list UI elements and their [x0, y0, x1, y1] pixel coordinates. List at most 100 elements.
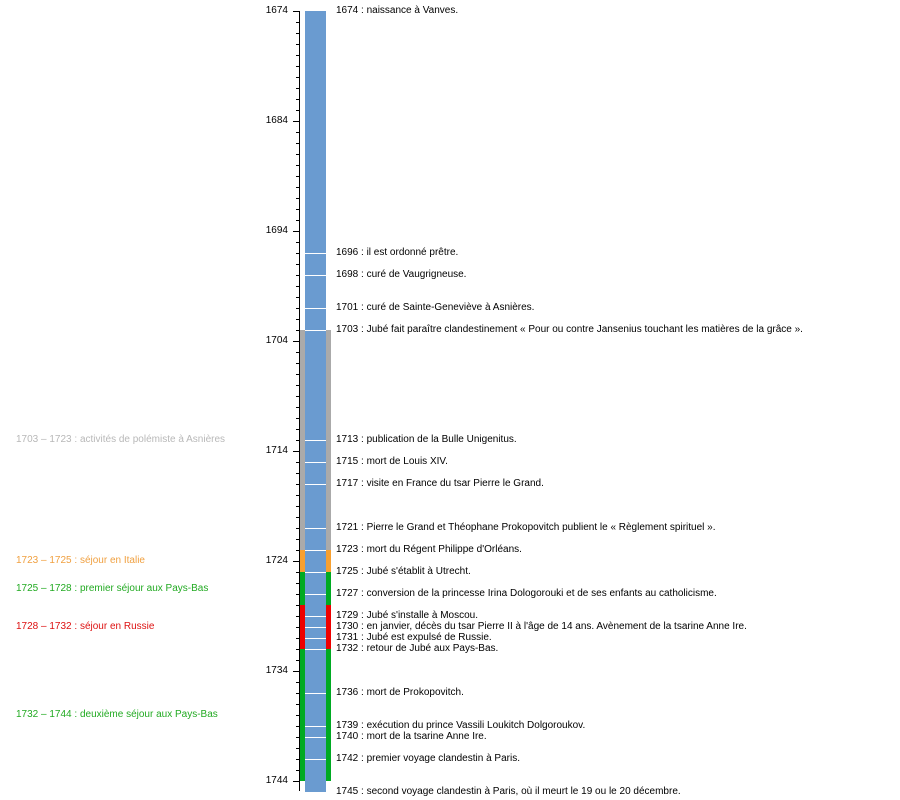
event-label: 1730 : en janvier, décès du tsar Pierre …	[336, 621, 747, 632]
minor-tick	[296, 660, 300, 661]
minor-tick	[296, 319, 300, 320]
event-label: 1674 : naissance à Vanves.	[336, 5, 459, 16]
event-marker	[305, 693, 326, 694]
event-marker	[305, 792, 326, 793]
event-label: 1736 : mort de Prokopovitch.	[336, 687, 464, 698]
event-marker	[305, 440, 326, 441]
minor-tick	[296, 110, 300, 111]
event-label: 1732 : retour de Jubé aux Pays-Bas.	[336, 643, 499, 654]
minor-tick	[296, 440, 300, 441]
minor-tick	[296, 187, 300, 188]
minor-tick	[296, 209, 300, 210]
minor-tick	[296, 627, 300, 628]
minor-tick	[296, 253, 300, 254]
event-label: 1723 : mort du Régent Philippe d'Orléans…	[336, 544, 522, 555]
minor-tick	[296, 693, 300, 694]
minor-tick	[296, 594, 300, 595]
minor-tick	[296, 275, 300, 276]
minor-tick	[296, 737, 300, 738]
minor-tick	[296, 484, 300, 485]
minor-tick	[296, 176, 300, 177]
event-label: 1721 : Pierre le Grand et Théophane Prok…	[336, 522, 716, 533]
minor-tick	[296, 297, 300, 298]
minor-tick	[296, 704, 300, 705]
axis-tick-label: 1714	[265, 445, 288, 456]
minor-tick	[296, 264, 300, 265]
event-label: 1729 : Jubé s'installe à Moscou.	[336, 610, 478, 621]
minor-tick	[296, 22, 300, 23]
minor-tick	[296, 385, 300, 386]
minor-tick	[296, 132, 300, 133]
event-marker	[305, 572, 326, 573]
event-label: 1703 : Jubé fait paraître clandestinemen…	[336, 324, 803, 335]
event-marker	[305, 275, 326, 276]
minor-tick	[296, 33, 300, 34]
period-label: 1732 – 1744 : deuxième séjour aux Pays-B…	[16, 709, 218, 720]
event-marker	[305, 627, 326, 628]
major-tick	[293, 781, 300, 782]
event-label: 1713 : publication de la Bulle Unigenitu…	[336, 434, 517, 445]
event-marker	[305, 594, 326, 595]
minor-tick	[296, 715, 300, 716]
minor-tick	[296, 583, 300, 584]
minor-tick	[296, 572, 300, 573]
event-label: 1745 : second voyage clandestin à Paris,…	[336, 786, 681, 797]
minor-tick	[296, 165, 300, 166]
event-label: 1731 : Jubé est expulsé de Russie.	[336, 632, 492, 643]
axis-tick-label: 1744	[265, 775, 288, 786]
event-label: 1715 : mort de Louis XIV.	[336, 456, 448, 467]
event-marker	[305, 484, 326, 485]
period-label: 1723 – 1725 : séjour en Italie	[16, 555, 145, 566]
major-tick	[293, 231, 300, 232]
major-tick	[293, 121, 300, 122]
minor-tick	[296, 352, 300, 353]
axis-tick-label: 1684	[265, 115, 288, 126]
minor-tick	[296, 770, 300, 771]
minor-tick	[296, 550, 300, 551]
minor-tick	[296, 44, 300, 45]
minor-tick	[296, 649, 300, 650]
event-label: 1698 : curé de Vaugrigneuse.	[336, 269, 467, 280]
event-marker	[305, 528, 326, 529]
minor-tick	[296, 220, 300, 221]
event-marker	[305, 616, 326, 617]
minor-tick	[296, 616, 300, 617]
minor-tick	[296, 682, 300, 683]
life-bar	[305, 11, 326, 792]
minor-tick	[296, 198, 300, 199]
minor-tick	[296, 396, 300, 397]
minor-tick	[296, 517, 300, 518]
minor-tick	[296, 55, 300, 56]
time-axis	[299, 11, 300, 791]
minor-tick	[296, 286, 300, 287]
period-label: 1728 – 1732 : séjour en Russie	[16, 621, 155, 632]
event-marker	[305, 253, 326, 254]
minor-tick	[296, 330, 300, 331]
minor-tick	[296, 638, 300, 639]
minor-tick	[296, 363, 300, 364]
event-label: 1739 : exécution du prince Vassili Louki…	[336, 720, 586, 731]
minor-tick	[296, 726, 300, 727]
axis-tick-label: 1674	[265, 5, 288, 16]
period-label: 1725 – 1728 : premier séjour aux Pays-Ba…	[16, 582, 209, 594]
event-marker	[305, 462, 326, 463]
period-label: 1703 – 1723 : activités de polémiste à A…	[16, 434, 226, 445]
minor-tick	[296, 308, 300, 309]
event-marker	[305, 550, 326, 551]
minor-tick	[296, 462, 300, 463]
event-label: 1727 : conversion de la princesse Irina …	[336, 588, 717, 599]
minor-tick	[296, 154, 300, 155]
axis-tick-label: 1724	[265, 555, 288, 566]
minor-tick	[296, 748, 300, 749]
minor-tick	[296, 506, 300, 507]
event-marker	[305, 737, 326, 738]
event-label: 1742 : premier voyage clandestin à Paris…	[336, 753, 520, 764]
axis-tick-label: 1704	[265, 335, 288, 346]
minor-tick	[296, 88, 300, 89]
minor-tick	[296, 539, 300, 540]
event-marker	[305, 308, 326, 309]
major-tick	[293, 671, 300, 672]
minor-tick	[296, 407, 300, 408]
major-tick	[293, 561, 300, 562]
event-label: 1696 : il est ordonné prêtre.	[336, 247, 459, 258]
